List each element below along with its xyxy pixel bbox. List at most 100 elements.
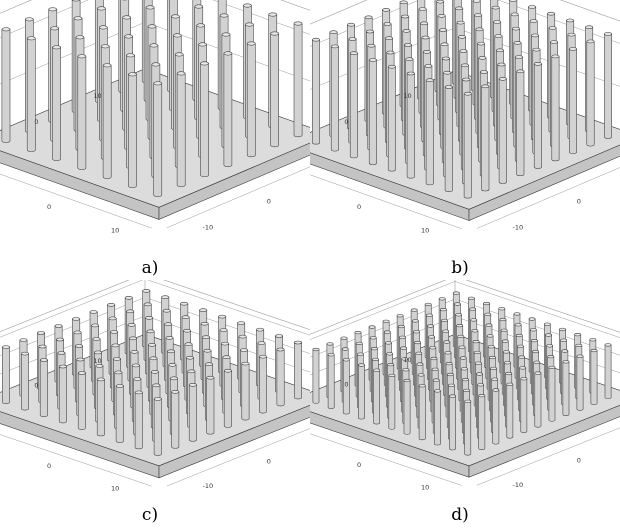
pin-top — [223, 51, 233, 56]
y-tick-label-right: -10 — [202, 482, 213, 490]
pin-top — [500, 328, 508, 332]
pin-top — [222, 355, 231, 359]
pin-body — [403, 380, 411, 435]
pin-top — [471, 329, 479, 333]
pin-top — [355, 341, 363, 345]
pin-body — [188, 384, 197, 442]
pin-top — [164, 322, 173, 326]
pin-top — [463, 91, 472, 96]
x-tick-label: 10 — [421, 484, 429, 492]
y-tick-label-right: 0 — [577, 456, 581, 464]
pin-body — [406, 73, 415, 179]
pin-body — [506, 384, 514, 439]
pin-fin — [171, 390, 180, 449]
pin-top — [200, 321, 209, 326]
pin-top — [150, 370, 159, 374]
pin-top — [547, 355, 555, 359]
pin-top — [354, 331, 362, 335]
pin-top — [405, 57, 414, 61]
pin-top — [27, 36, 36, 41]
pin-top — [428, 335, 435, 339]
pin-top — [153, 397, 162, 401]
pin-top — [131, 363, 140, 368]
pin-top — [176, 71, 186, 76]
pin-top — [368, 58, 377, 62]
pin-top — [532, 349, 539, 354]
pin-body — [270, 33, 279, 148]
pin-top — [383, 330, 391, 334]
pin-top — [494, 34, 503, 38]
pin-top — [149, 43, 159, 48]
pin-top — [340, 336, 348, 340]
pin-top — [257, 341, 266, 345]
pin-fin — [26, 36, 36, 152]
pin-fin — [134, 390, 143, 450]
pin-top — [415, 351, 423, 355]
pin-body — [223, 53, 233, 167]
pin-top — [204, 362, 213, 366]
pin-top — [547, 11, 556, 16]
pin-top — [276, 347, 285, 352]
pin-body — [590, 350, 598, 405]
pin-top — [484, 312, 492, 316]
pin-top — [386, 50, 395, 55]
pin-body — [478, 395, 486, 450]
pin-top — [241, 361, 250, 366]
pin-top — [470, 318, 478, 322]
pin-top — [173, 33, 182, 38]
pin-body — [2, 346, 10, 404]
axis-line — [310, 280, 447, 335]
pin-body — [464, 401, 472, 456]
y-tick-label-right: -10 — [202, 223, 213, 231]
pin-top — [100, 44, 110, 49]
pin-fin — [368, 58, 377, 165]
pin-fin — [259, 354, 267, 414]
pin-fin — [330, 44, 339, 152]
pin-top — [149, 356, 158, 361]
pin-top — [54, 324, 63, 328]
pin-body — [434, 390, 441, 446]
pin-array — [2, 289, 302, 456]
pin-fin — [403, 378, 411, 435]
pin-top — [517, 344, 524, 348]
pin-body — [176, 73, 186, 187]
pin-top — [472, 0, 481, 3]
pin-top — [371, 347, 378, 351]
pin-fin — [604, 343, 612, 400]
pin-top — [497, 62, 506, 67]
pin-body — [425, 79, 434, 186]
pin-top — [386, 352, 393, 356]
pin-top — [126, 309, 135, 314]
pin-top — [199, 308, 208, 312]
pin-fin — [312, 37, 320, 145]
pin-top — [168, 363, 177, 367]
pin-top — [142, 289, 151, 293]
pin-top — [406, 71, 415, 76]
pin-top — [501, 339, 509, 343]
pin-top — [202, 335, 210, 339]
pin-fin — [115, 384, 124, 443]
pin-top — [358, 363, 365, 367]
pin-fin — [478, 394, 486, 450]
pin-top — [548, 26, 557, 30]
pin-top — [203, 348, 212, 353]
pin-top — [387, 363, 395, 367]
pin-top — [95, 364, 104, 368]
pin-top — [219, 328, 228, 332]
pin-top — [459, 49, 468, 53]
y-tick-label: 10 — [93, 92, 101, 100]
y-tick-label-right: 0 — [577, 198, 581, 206]
y-tick-label-right: -10 — [512, 481, 523, 489]
pin-fin — [206, 375, 215, 435]
pin-top — [399, 0, 408, 5]
axis-line — [0, 280, 130, 333]
pin-top — [382, 8, 391, 12]
pin-top — [198, 42, 207, 47]
pin-fin — [534, 371, 542, 428]
pin-top — [200, 61, 209, 66]
pin-fin — [492, 388, 500, 445]
pin-top — [477, 383, 484, 387]
pin-fin — [102, 63, 112, 179]
y-tick-label: 0 — [344, 380, 348, 388]
